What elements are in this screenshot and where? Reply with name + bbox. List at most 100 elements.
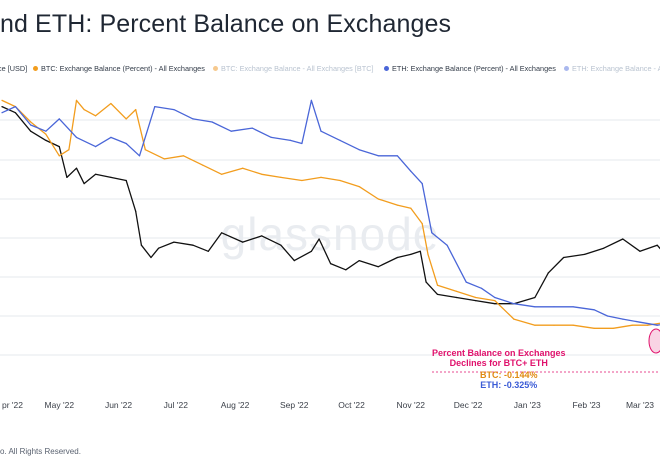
legend-label-eth-percent: ETH: Exchange Balance (Percent) - All Ex…: [392, 64, 556, 73]
legend-label-price: ce [USD]: [0, 64, 28, 73]
series-0-point-22: [293, 260, 295, 262]
series-0-point-30: [410, 253, 412, 255]
series-0-point-18: [221, 232, 223, 234]
series-0-point-21: [280, 244, 282, 246]
series-2-point-23: [377, 155, 379, 157]
series-1-point-33: [513, 318, 515, 320]
series-2-point-27: [431, 232, 433, 234]
x-tick-label-1: May '22: [45, 400, 75, 410]
series-0-point-31: [419, 250, 421, 252]
series-1-point-29: [436, 284, 439, 286]
legend-label-btc-percent: BTC: Exchange Balance (Percent) - All Ex…: [41, 64, 205, 73]
series-2-point-33: [534, 306, 536, 308]
series-0-point-32: [425, 281, 427, 283]
series-1-point-23: [358, 186, 360, 188]
series-2-point-5: [75, 136, 78, 138]
series-1-point-0: [1, 99, 3, 101]
series-1-point-15: [202, 164, 204, 166]
series-0-point-33: [436, 293, 439, 295]
series-2-point-36: [593, 309, 595, 311]
annotation-box: Percent Balance on Exchanges Declines fo…: [432, 348, 566, 390]
series-0-point-27: [358, 260, 360, 262]
watermark-text: glassnode: [221, 208, 440, 260]
series-0-point-14: [158, 247, 160, 249]
x-tick-label-3: Jul '22: [164, 400, 189, 410]
annotation-highlight: [648, 328, 660, 354]
legend-item-eth-balance[interactable]: ETH: Exchange Balance - All Exchan: [564, 64, 660, 73]
series-0-point-20: [261, 235, 263, 237]
series-2-point-6: [95, 146, 97, 148]
series-0-point-41: [584, 253, 586, 255]
x-tick-label-5: Sep '22: [280, 400, 309, 410]
series-0-point-29: [396, 256, 398, 259]
series-0-point-3: [45, 139, 47, 141]
series-2-point-30: [480, 287, 483, 289]
series-1-point-36: [572, 324, 574, 326]
legend-item-btc-balance[interactable]: BTC: Exchange Balance - All Exchanges [B…: [213, 64, 374, 73]
legend-label-eth-balance: ETH: Exchange Balance - All Exchan: [572, 64, 660, 73]
series-2-point-25: [410, 170, 412, 172]
series-2-point-34: [553, 306, 555, 308]
series-2-point-22: [358, 149, 360, 151]
series-2-point-16: [270, 136, 272, 138]
series-2-point-19: [310, 99, 312, 101]
series-0-point-24: [318, 238, 320, 240]
series-0-point-11: [135, 210, 137, 212]
series-0-point-12: [140, 244, 142, 246]
annotation-btc: BTC: -0.144%: [480, 370, 538, 380]
legend-item-btc-percent[interactable]: BTC: Exchange Balance (Percent) - All Ex…: [33, 64, 205, 73]
series-2-point-9: [138, 155, 141, 157]
series-0-point-8: [95, 173, 97, 175]
series-2-point-29: [465, 281, 467, 283]
series-1-point-5: [68, 149, 70, 151]
legend-dot-icon: [384, 66, 389, 71]
series-1-point-20: [301, 179, 303, 182]
series-1-point-39: [631, 324, 634, 326]
x-tick-label-4: Aug '22: [221, 400, 250, 410]
x-tick-label-6: Oct '22: [338, 400, 365, 410]
legend-item-price[interactable]: ce [USD]: [0, 64, 27, 73]
series-1-point-18: [261, 173, 263, 175]
series-2-point-7: [110, 136, 112, 138]
series-2-point-8: [125, 142, 127, 145]
legend-dot-icon: [33, 66, 38, 71]
series-0-point-7: [83, 183, 85, 185]
series-1-point-25: [396, 204, 398, 206]
series-2-point-12: [192, 118, 194, 120]
series-0-point-1: [14, 112, 16, 114]
series-1-point-16: [221, 173, 223, 175]
series-2-point-11: [173, 109, 175, 111]
series-1-point-2: [30, 121, 32, 123]
series-2-point-40: [656, 324, 658, 326]
chart-title: nd ETH: Percent Balance on Exchanges: [0, 10, 452, 38]
series-0-point-10: [125, 179, 127, 182]
series-1-point-17: [242, 167, 244, 169]
x-tick-label-7: Nov '22: [396, 400, 425, 410]
series-1-point-40: [647, 324, 649, 326]
series-1-point-32: [494, 300, 496, 302]
series-2-point-38: [622, 318, 624, 320]
series-0-point-6: [75, 167, 78, 169]
annotation-line1: Percent Balance on Exchanges: [432, 348, 566, 358]
series-2-point-32: [513, 303, 515, 305]
series-0-point-23: [310, 250, 312, 252]
series-2-point-14: [230, 130, 232, 132]
series-2-point-1: [14, 106, 16, 108]
series-2-point-31: [494, 296, 496, 299]
series-1-point-11: [135, 109, 137, 111]
series-1-point-19: [280, 176, 282, 178]
series-2-point-4: [58, 118, 60, 120]
series-1-point-21: [320, 176, 322, 178]
x-tick-label-10: Feb '23: [572, 400, 600, 410]
series-1-point-27: [421, 223, 423, 225]
series-1-point-10: [125, 118, 127, 120]
series-1-point-8: [95, 115, 97, 117]
legend-item-eth-percent[interactable]: ETH: Exchange Balance (Percent) - All Ex…: [384, 64, 556, 73]
series-1-point-38: [612, 327, 614, 329]
series-2-point-10: [154, 106, 156, 108]
series-0-point-19: [242, 241, 244, 243]
series-1-point-9: [110, 102, 112, 105]
series-1-point-34: [534, 324, 536, 326]
series-0-point-40: [563, 256, 565, 259]
